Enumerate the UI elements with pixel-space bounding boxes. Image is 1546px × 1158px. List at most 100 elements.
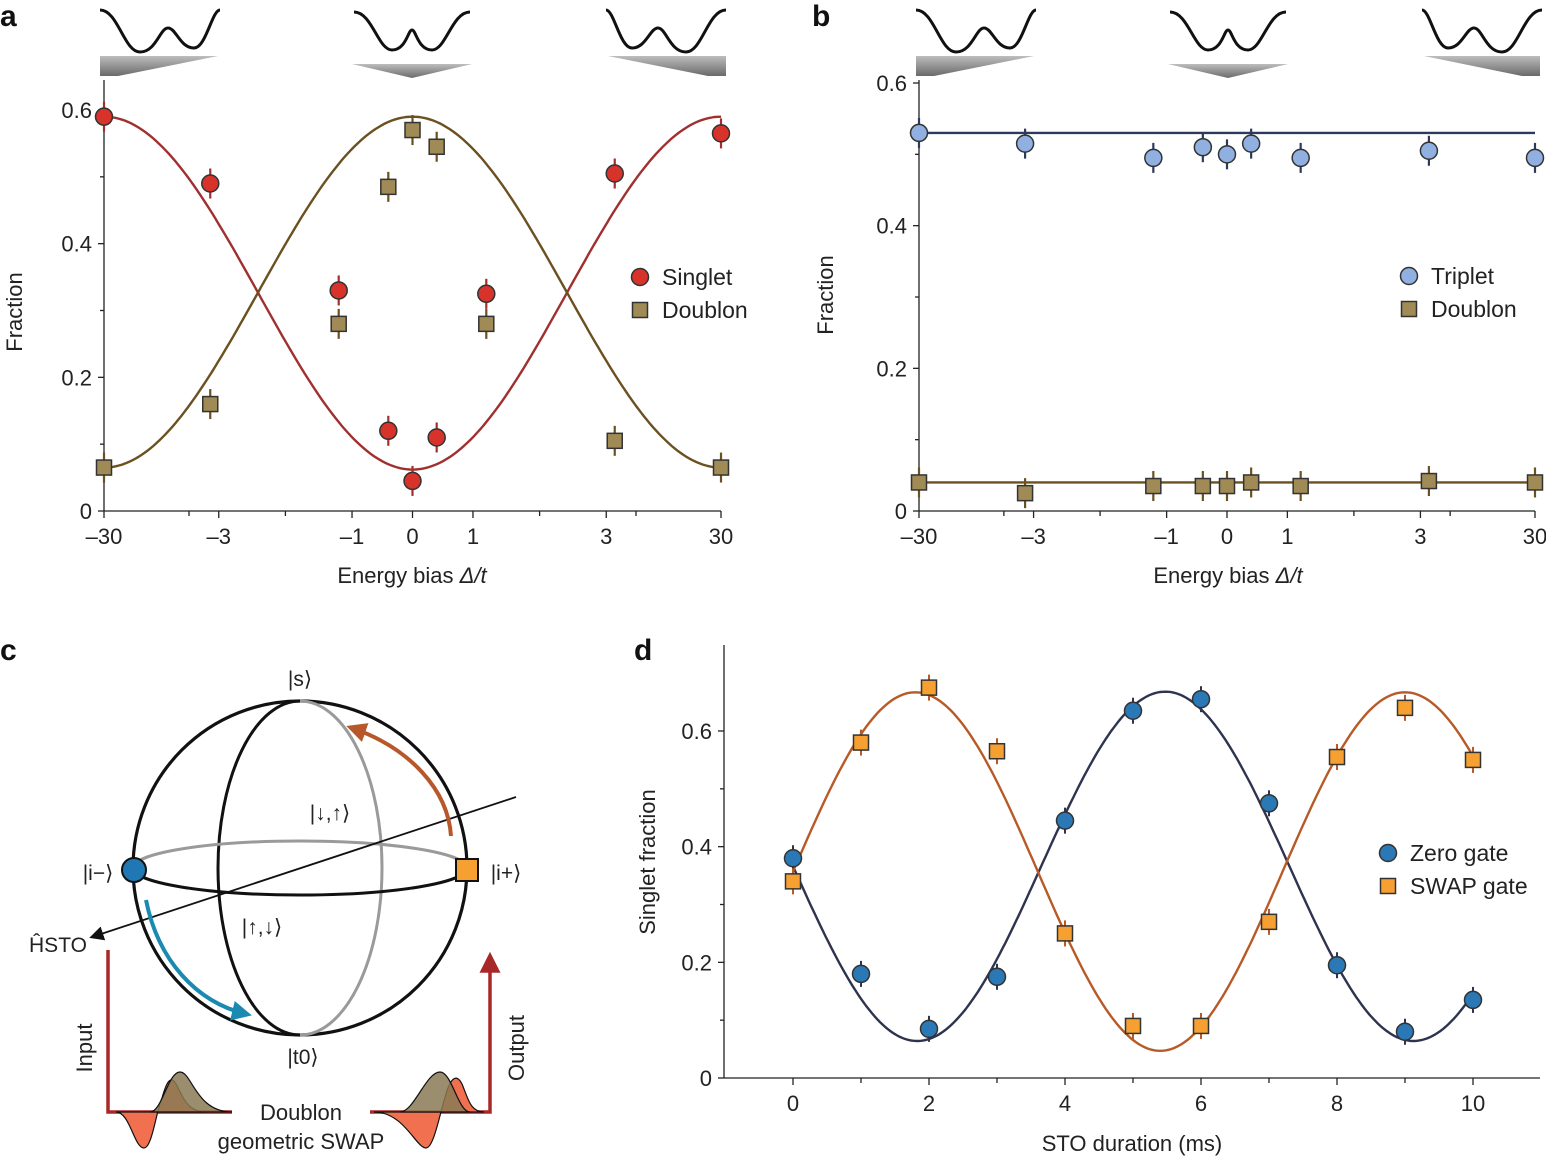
chart-b-xlabel-prefix: Energy bias bbox=[1153, 563, 1275, 588]
chart-d-point-zero-gate bbox=[1463, 990, 1483, 1010]
chart-a-point-singlet bbox=[605, 164, 624, 183]
chart-d-y-tick-label: 0 bbox=[700, 1066, 712, 1091]
chart-d-x-tick-label: 10 bbox=[1461, 1091, 1485, 1116]
chart-a-xlabel: Energy bias Δ/t bbox=[337, 563, 487, 588]
chart-d-xlabel: STO duration (ms) bbox=[1042, 1131, 1223, 1156]
state-t0-label: |t0⟩ bbox=[287, 1046, 318, 1069]
chart-a-point-doublon bbox=[404, 121, 421, 139]
chart-b-y-tick-label: 0 bbox=[895, 499, 907, 524]
potential-well-tilted-right bbox=[1421, 8, 1543, 76]
chart-b-point-triplet bbox=[1015, 134, 1035, 153]
state-up-down-label: |↑,↓⟩ bbox=[242, 916, 282, 939]
chart-d-point-swap-gate bbox=[1056, 925, 1074, 942]
state-i-minus-label: |i−⟩ bbox=[83, 862, 114, 885]
chart-d-y-tick-label: 0.4 bbox=[681, 835, 712, 860]
input-label: Input bbox=[72, 1024, 97, 1073]
chart-a-point-singlet bbox=[427, 428, 446, 447]
chart-b-point-doublon bbox=[1526, 474, 1544, 491]
state-i-plus-marker bbox=[455, 858, 479, 882]
chart-a-legend-label: Singlet bbox=[662, 264, 733, 290]
chart-a-xlabel-prefix: Energy bias bbox=[337, 563, 459, 588]
equator-front bbox=[131, 867, 469, 897]
chart-a-y-tick-label: 0.6 bbox=[61, 98, 92, 123]
chart-d-point-swap-gate bbox=[1396, 699, 1414, 717]
chart-d-legend-label: Zero gate bbox=[1410, 840, 1508, 866]
state-s-label: |s⟩ bbox=[288, 668, 312, 691]
meridian-back bbox=[299, 699, 384, 1037]
chart-b-point-triplet bbox=[1525, 148, 1545, 168]
potential-insets-a bbox=[99, 8, 727, 78]
chart-d-point-zero-gate bbox=[1123, 701, 1143, 721]
chart-d-legend-marker bbox=[1378, 843, 1398, 863]
chart-a-fit-singlet bbox=[103, 115, 722, 471]
chart-a-ylabel: Fraction bbox=[2, 272, 27, 351]
potential-well-tilted-left bbox=[99, 8, 221, 76]
chart-b-x-tick-label: –3 bbox=[1021, 524, 1045, 549]
potential-well-balanced bbox=[1168, 10, 1288, 78]
chart-a-legend-label: Doublon bbox=[662, 297, 748, 323]
hamiltonian-label: ĤSTO bbox=[29, 934, 87, 957]
chart-a-point-doublon bbox=[712, 459, 730, 476]
chart-b-x-tick-label: 30 bbox=[1523, 524, 1546, 549]
output-label: Output bbox=[504, 1015, 529, 1081]
chart-b-xlabel: Energy bias Δ/t bbox=[1153, 563, 1303, 588]
chart-d-point-swap-gate bbox=[988, 742, 1006, 760]
caption-line-2: geometric SWAP bbox=[218, 1129, 385, 1154]
chart-d-x-tick-label: 4 bbox=[1059, 1091, 1071, 1116]
chart-a-legend-marker bbox=[630, 267, 650, 287]
chart-d-x-tick-label: 2 bbox=[923, 1091, 935, 1116]
chart-d-point-zero-gate bbox=[1055, 811, 1075, 830]
potential-well-balanced bbox=[352, 10, 472, 78]
equator-back bbox=[131, 839, 469, 869]
chart-b-point-doublon bbox=[1292, 477, 1309, 495]
chart-d-point-zero-gate bbox=[1259, 794, 1279, 813]
chart-a-x-tick-label: 0 bbox=[406, 524, 418, 549]
input-wavepacket-icon bbox=[115, 1071, 233, 1149]
chart-d-fit-swap-gate bbox=[791, 691, 1475, 1053]
chart-panel-b: 0 0.2 0.4 0.6 –30 –3 –1 0 1 3 30 Triplet Doublon bbox=[876, 71, 1546, 549]
panel-letter-b: b bbox=[812, 0, 830, 33]
output-wavepacket-icon bbox=[373, 1071, 485, 1149]
chart-b-legend-marker bbox=[1399, 266, 1419, 286]
chart-a-x-tick-label: 1 bbox=[467, 524, 479, 549]
chart-d-x-tick-label: 8 bbox=[1331, 1091, 1343, 1116]
chart-d-point-swap-gate bbox=[1260, 913, 1278, 931]
meridian-front bbox=[216, 699, 301, 1037]
chart-b-point-triplet bbox=[1217, 145, 1237, 164]
chart-a-point-singlet bbox=[477, 284, 496, 304]
panel-letter-a: a bbox=[0, 0, 17, 33]
chart-panel-a: 0 0.2 0.4 0.6 –30 –3 –1 0 1 3 30 Singlet Doublon bbox=[61, 80, 748, 549]
chart-a-x-tick-label: –30 bbox=[86, 524, 123, 549]
chart-a-point-doublon bbox=[606, 432, 623, 450]
chart-d-x-tick-label: 0 bbox=[787, 1091, 799, 1116]
chart-a-point-doublon bbox=[95, 459, 113, 476]
chart-b-y-tick-label: 0.4 bbox=[876, 214, 907, 239]
chart-d-point-zero-gate bbox=[783, 848, 803, 868]
chart-a-point-singlet bbox=[94, 107, 114, 126]
potential-insets-b bbox=[915, 8, 1543, 78]
chart-d-y-tick-label: 0.2 bbox=[681, 950, 712, 975]
chart-d-ylabel: Singlet fraction bbox=[635, 789, 660, 935]
chart-b-x-tick-label: 1 bbox=[1281, 524, 1293, 549]
chart-b-point-doublon bbox=[1420, 472, 1438, 490]
chart-b-point-triplet bbox=[1144, 148, 1163, 168]
chart-a-x-tick-label: –1 bbox=[340, 524, 364, 549]
chart-a-legend-marker bbox=[631, 301, 649, 319]
hamiltonian-axis bbox=[89, 796, 517, 941]
chart-a-point-doublon bbox=[380, 178, 397, 196]
chart-a-x-tick-label: –3 bbox=[207, 524, 231, 549]
chart-a-point-doublon bbox=[202, 395, 219, 413]
chart-a-point-doublon bbox=[478, 315, 495, 333]
chart-a-y-tick-label: 0.4 bbox=[61, 232, 92, 257]
chart-b-point-doublon bbox=[1016, 484, 1034, 502]
chart-d-point-zero-gate bbox=[919, 1019, 939, 1039]
swap-path-arrow bbox=[346, 723, 453, 837]
chart-b-point-doublon bbox=[910, 474, 928, 491]
chart-d-point-swap-gate bbox=[1328, 748, 1346, 766]
chart-d-x-tick-label: 6 bbox=[1195, 1091, 1207, 1116]
chart-d-point-swap-gate bbox=[1464, 751, 1482, 769]
chart-d-point-swap-gate bbox=[784, 873, 802, 890]
chart-d-point-swap-gate bbox=[1124, 1017, 1142, 1035]
chart-d-point-zero-gate bbox=[851, 964, 871, 984]
